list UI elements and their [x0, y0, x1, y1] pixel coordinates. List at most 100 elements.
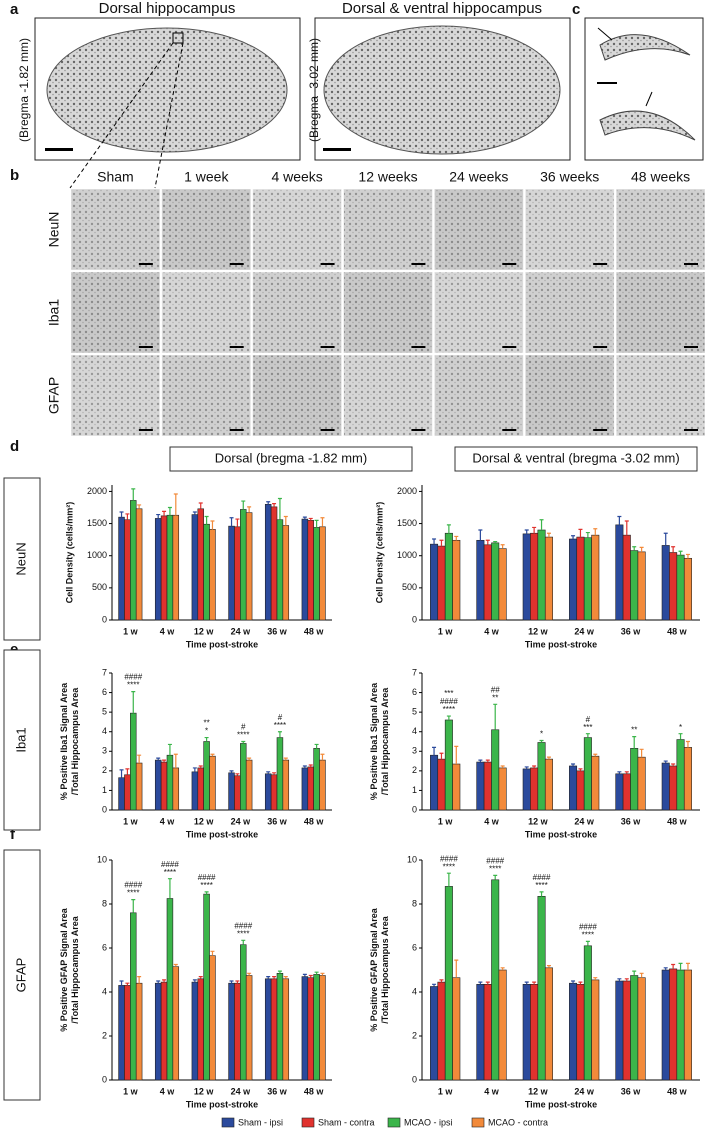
x-tick-label: 4 w [160, 816, 176, 826]
bar [124, 985, 131, 1081]
x-tick-label: 36 w [267, 1086, 288, 1096]
y-tick-label: 3 [412, 746, 417, 756]
scale-bar [320, 263, 335, 265]
error-bar [546, 756, 551, 760]
error-bar [532, 526, 537, 534]
error-bar [320, 517, 325, 527]
bar [637, 756, 646, 811]
bar [172, 966, 180, 1081]
bar [437, 981, 446, 1081]
scale-bar [229, 263, 244, 265]
error-bar [156, 980, 161, 984]
bar [637, 551, 646, 621]
x-tick-label: 4 w [484, 626, 500, 636]
micrograph [615, 354, 706, 437]
error-bar [272, 976, 277, 979]
bar [630, 975, 639, 1081]
error-bar [162, 759, 167, 763]
bar [209, 755, 216, 811]
error-bar [524, 981, 529, 985]
bar [569, 982, 578, 1081]
scale-bar [502, 263, 517, 265]
scale-bar [593, 263, 608, 265]
micrograph [70, 354, 161, 437]
bar [583, 737, 592, 811]
bar [319, 526, 326, 621]
x-tick-label: 24 w [574, 816, 595, 826]
bar [537, 895, 546, 1081]
bar [537, 742, 546, 811]
micrograph [615, 271, 706, 354]
significance-label: * [205, 727, 208, 736]
error-bar [302, 765, 307, 768]
error-bar [131, 899, 136, 913]
bar [301, 518, 309, 621]
micrograph [433, 354, 524, 437]
error-bar [241, 740, 246, 744]
micrograph-tone [161, 355, 251, 436]
bar [160, 515, 168, 621]
error-bar [439, 979, 444, 983]
error-bar [247, 506, 252, 513]
micrograph-tone [616, 355, 705, 436]
column-label: 36 weeks [540, 169, 599, 185]
bar [234, 526, 241, 621]
error-bar [624, 771, 629, 774]
error-bar [454, 959, 459, 978]
error-bar [320, 972, 325, 976]
error-bar [571, 763, 576, 766]
y-tick-label: 0 [412, 614, 417, 624]
bar [683, 557, 692, 621]
error-bar [314, 519, 319, 528]
y-tick-label: 0 [102, 614, 107, 624]
x-tick-label: 48 w [667, 816, 688, 826]
error-bar [210, 520, 215, 530]
significance-label: **** [274, 721, 286, 730]
significance-label: **** [443, 862, 455, 871]
bar [452, 763, 461, 811]
micrograph [343, 188, 433, 271]
error-bar [432, 983, 437, 987]
error-bar [229, 770, 234, 773]
error-bar [639, 546, 644, 552]
column-title-box [169, 446, 413, 472]
x-tick-label: 12 w [194, 1086, 215, 1096]
micrograph [524, 354, 615, 437]
y-tick-label: 2 [102, 1030, 107, 1040]
x-tick-label: 48 w [667, 626, 688, 636]
error-bar [478, 981, 483, 985]
column-label: Sham [97, 169, 134, 185]
bar [669, 765, 678, 811]
micrograph [433, 188, 524, 271]
error-bar [532, 981, 537, 985]
bar [203, 893, 210, 1081]
legend-label: Sham - ipsi [238, 1117, 283, 1127]
error-bar [302, 516, 307, 520]
error-bar [320, 753, 325, 761]
bar [569, 538, 578, 621]
x-tick-label: 48 w [304, 816, 325, 826]
error-bar [192, 767, 197, 772]
x-tick-label: 48 w [304, 626, 325, 636]
error-bar [137, 754, 142, 764]
x-tick-label: 1 w [123, 1086, 139, 1096]
x-tick-label: 4 w [484, 1086, 500, 1096]
bar [313, 974, 320, 1081]
y-tick-label: 4 [412, 986, 417, 996]
error-bar [678, 733, 683, 740]
y-tick-label: 1500 [87, 518, 107, 528]
bar [197, 508, 204, 621]
bar [240, 743, 247, 811]
micrograph [70, 271, 161, 354]
micrograph [161, 188, 252, 271]
bar [498, 969, 507, 1081]
bar [245, 512, 253, 621]
bar [683, 969, 692, 1081]
significance-label: #### [124, 881, 142, 890]
bar [301, 767, 309, 811]
bar [276, 737, 284, 811]
scale-bar [323, 148, 351, 151]
bar [530, 532, 539, 621]
error-bar [578, 981, 583, 985]
bar [234, 982, 241, 1081]
